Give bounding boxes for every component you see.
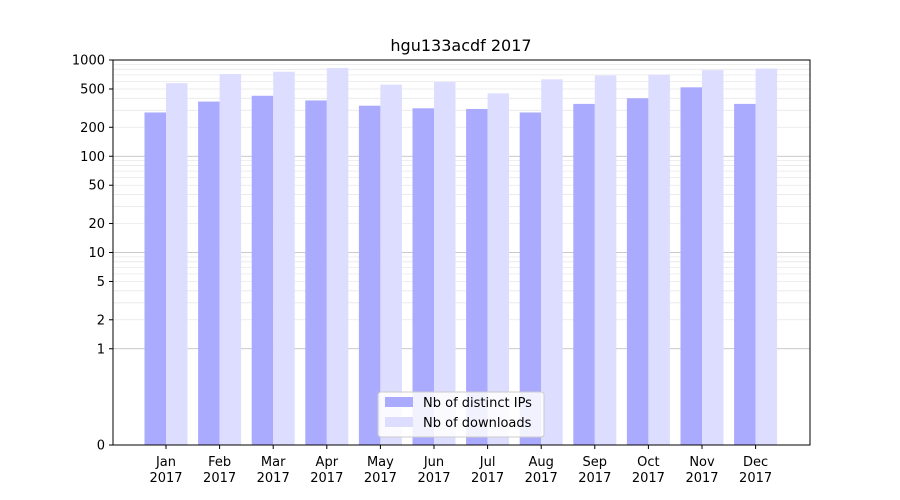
chart-title: hgu133acdf 2017	[390, 36, 531, 55]
y-tick-label: 1	[97, 342, 105, 357]
bars	[144, 68, 778, 446]
bar-downloads-sep	[594, 75, 617, 445]
x-tick-label-month: Aug	[529, 455, 554, 470]
axes: 01251020501002005001000Jan2017Feb2017Mar…	[72, 54, 811, 486]
x-tick-label-year: 2017	[739, 471, 772, 486]
x-tick-label-year: 2017	[525, 471, 558, 486]
x-tick-label-year: 2017	[310, 471, 343, 486]
y-tick-label: 2	[97, 313, 105, 328]
bar-distinct-ips-nov	[680, 87, 702, 445]
y-tick-label: 100	[80, 150, 105, 165]
x-tick-label-year: 2017	[471, 471, 504, 486]
bar-downloads-feb	[219, 74, 242, 445]
bar-downloads-mar	[273, 71, 295, 445]
bar-downloads-oct	[648, 74, 670, 445]
x-tick-label-month: Jan	[155, 455, 176, 470]
y-tick-label: 50	[88, 179, 105, 194]
x-tick-label-year: 2017	[578, 471, 611, 486]
x-tick-label-month: Jul	[479, 455, 496, 470]
bar-downloads-jul	[487, 93, 510, 445]
bar-distinct-ips-jun	[412, 108, 434, 446]
bar-distinct-ips-dec	[734, 103, 756, 445]
x-tick-label-month: Oct	[637, 455, 659, 470]
x-tick-label-year: 2017	[257, 471, 290, 486]
x-tick-label-month: Mar	[261, 455, 286, 470]
x-tick-label-month: May	[367, 455, 394, 470]
y-tick-label: 10	[88, 246, 105, 261]
bar-downloads-jun	[434, 82, 456, 446]
legend-swatch	[385, 397, 413, 407]
y-tick-label: 200	[80, 121, 105, 136]
y-tick-label: 1000	[72, 54, 105, 69]
bar-distinct-ips-apr	[305, 100, 327, 445]
legend: Nb of distinct IPs Nb of downloads	[377, 391, 545, 438]
bar-downloads-aug	[541, 79, 563, 445]
x-tick-label-month: Jun	[423, 455, 444, 470]
y-tick-label: 5	[97, 275, 105, 290]
bar-downloads-dec	[755, 68, 778, 445]
x-tick-label-month: Dec	[743, 455, 768, 470]
x-tick-label-month: Apr	[316, 455, 339, 470]
x-tick-label-month: Nov	[689, 455, 715, 470]
y-tick-label: 0	[97, 439, 105, 454]
legend-box	[377, 391, 545, 438]
legend-label: Nb of downloads	[423, 416, 532, 431]
bar-distinct-ips-mar	[251, 95, 274, 445]
x-tick-label-month: Feb	[208, 455, 231, 470]
x-tick-label-year: 2017	[203, 471, 236, 486]
bar-distinct-ips-sep	[573, 103, 595, 445]
y-tick-label: 500	[80, 82, 105, 97]
x-tick-label-year: 2017	[364, 471, 397, 486]
bar-downloads-apr	[326, 68, 349, 445]
x-tick-label-month: Sep	[583, 455, 608, 470]
bar-distinct-ips-aug	[519, 112, 542, 445]
bar-distinct-ips-jan	[144, 112, 166, 445]
bar-downloads-jan	[166, 83, 188, 446]
x-tick-label-year: 2017	[149, 471, 182, 486]
y-tick-label: 20	[88, 217, 105, 232]
bar-distinct-ips-oct	[626, 98, 649, 445]
x-tick-label-year: 2017	[685, 471, 718, 486]
bar-downloads-may	[380, 84, 402, 445]
bar-distinct-ips-may	[358, 105, 381, 445]
x-tick-label-year: 2017	[632, 471, 665, 486]
bar-distinct-ips-jul	[466, 108, 488, 446]
bar-distinct-ips-feb	[198, 101, 220, 446]
legend-label: Nb of distinct IPs	[423, 396, 532, 411]
bar-downloads-nov	[702, 70, 724, 445]
x-tick-label-year: 2017	[417, 471, 450, 486]
legend-swatch	[385, 417, 413, 427]
